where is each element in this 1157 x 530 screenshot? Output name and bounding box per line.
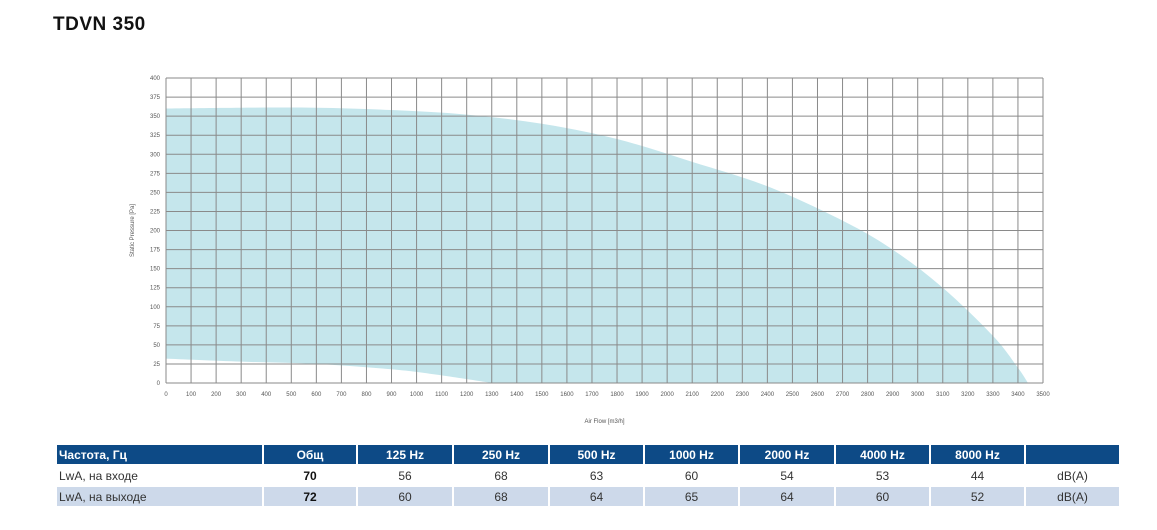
x-tick-label: 2000 xyxy=(660,392,674,398)
row-label: LwA, на входе xyxy=(57,466,262,485)
y-tick-label: 350 xyxy=(150,114,161,120)
x-tick-label: 2800 xyxy=(861,392,875,398)
chart-grid xyxy=(165,77,1044,384)
sound-power-table: Частота, Гц Общ 125 Hz 250 Hz 500 Hz 100… xyxy=(55,443,1121,508)
x-tick-label: 2200 xyxy=(711,392,725,398)
x-tick-label: 3400 xyxy=(1011,392,1025,398)
x-tick-label: 3500 xyxy=(1036,392,1050,398)
x-tick-label: 600 xyxy=(311,392,322,398)
x-tick-label: 700 xyxy=(336,392,347,398)
x-tick-label: 2100 xyxy=(686,392,700,398)
y-tick-label: 150 xyxy=(150,267,161,273)
cell-4000hz: 60 xyxy=(836,487,929,506)
header-total: Общ xyxy=(264,445,356,464)
header-4000hz: 4000 Hz xyxy=(836,445,929,464)
x-tick-label: 2700 xyxy=(836,392,850,398)
cell-250hz: 68 xyxy=(454,487,548,506)
x-tick-labels: 0 100 200 300 400 500 600 700 800 900 1000 1100 1200… xyxy=(164,392,1050,398)
table-row: LwA, на выходе 72 60 68 64 65 64 60 52 d… xyxy=(57,487,1119,506)
x-tick-label: 500 xyxy=(286,392,297,398)
cell-8000hz: 44 xyxy=(931,466,1024,485)
row-label: LwA, на выходе xyxy=(57,487,262,506)
header-unit xyxy=(1026,445,1119,464)
y-tick-label: 200 xyxy=(150,229,161,235)
cell-8000hz: 52 xyxy=(931,487,1024,506)
cell-1000hz: 60 xyxy=(645,466,738,485)
x-tick-label: 2300 xyxy=(736,392,750,398)
x-axis-label: Air Flow [m3/h] xyxy=(584,419,624,425)
x-tick-label: 400 xyxy=(261,392,272,398)
x-tick-label: 100 xyxy=(186,392,197,398)
x-tick-label: 800 xyxy=(361,392,372,398)
x-tick-label: 1200 xyxy=(460,392,474,398)
y-tick-label: 300 xyxy=(150,152,161,158)
header-125hz: 125 Hz xyxy=(358,445,452,464)
x-tick-label: 3200 xyxy=(961,392,975,398)
fan-curve-chart: 0 25 50 75 100 125 150 175 200 225 250 275 300 325 350… xyxy=(130,76,1050,425)
x-tick-label: 2400 xyxy=(761,392,775,398)
y-tick-label: 400 xyxy=(150,76,161,82)
x-tick-label: 1700 xyxy=(585,392,599,398)
y-tick-label: 375 xyxy=(150,95,161,101)
x-tick-label: 3100 xyxy=(936,392,950,398)
x-tick-label: 3000 xyxy=(911,392,925,398)
cell-2000hz: 64 xyxy=(740,487,834,506)
row-total: 72 xyxy=(264,487,356,506)
row-unit: dB(A) xyxy=(1026,487,1119,506)
operating-area xyxy=(166,107,1028,384)
y-tick-label: 0 xyxy=(157,381,161,387)
x-tick-label: 1500 xyxy=(535,392,549,398)
header-1000hz: 1000 Hz xyxy=(645,445,738,464)
cell-1000hz: 65 xyxy=(645,487,738,506)
header-500hz: 500 Hz xyxy=(550,445,643,464)
x-tick-label: 2500 xyxy=(786,392,800,398)
row-total: 70 xyxy=(264,466,356,485)
header-2000hz: 2000 Hz xyxy=(740,445,834,464)
table-header-row: Частота, Гц Общ 125 Hz 250 Hz 500 Hz 100… xyxy=(57,445,1119,464)
y-tick-label: 250 xyxy=(150,190,161,196)
cell-250hz: 68 xyxy=(454,466,548,485)
y-tick-label: 325 xyxy=(150,133,161,139)
header-frequency: Частота, Гц xyxy=(57,445,262,464)
y-tick-label: 50 xyxy=(153,343,160,349)
y-tick-label: 225 xyxy=(150,209,161,215)
x-tick-label: 2600 xyxy=(811,392,825,398)
x-tick-label: 0 xyxy=(164,392,168,398)
header-250hz: 250 Hz xyxy=(454,445,548,464)
x-tick-label: 1100 xyxy=(435,392,449,398)
cell-500hz: 64 xyxy=(550,487,643,506)
page-title: TDVN 350 xyxy=(53,14,146,35)
y-axis-label: Static Pressure [Pa] xyxy=(130,204,136,257)
y-tick-label: 175 xyxy=(150,248,161,254)
cell-2000hz: 54 xyxy=(740,466,834,485)
x-tick-label: 1000 xyxy=(410,392,424,398)
cell-125hz: 60 xyxy=(358,487,452,506)
x-tick-label: 1800 xyxy=(610,392,624,398)
y-tick-label: 100 xyxy=(150,305,161,311)
y-tick-label: 75 xyxy=(153,324,160,330)
x-tick-label: 300 xyxy=(236,392,247,398)
x-tick-label: 1900 xyxy=(635,392,649,398)
x-tick-label: 1400 xyxy=(510,392,524,398)
x-tick-label: 1300 xyxy=(485,392,499,398)
x-tick-label: 2900 xyxy=(886,392,900,398)
x-tick-label: 200 xyxy=(211,392,222,398)
table-row: LwA, на входе 70 56 68 63 60 54 53 44 dB… xyxy=(57,466,1119,485)
y-tick-label: 25 xyxy=(153,362,160,368)
cell-125hz: 56 xyxy=(358,466,452,485)
row-unit: dB(A) xyxy=(1026,466,1119,485)
y-tick-labels: 0 25 50 75 100 125 150 175 200 225 250 275 300 325 350… xyxy=(150,76,161,387)
x-tick-label: 900 xyxy=(387,392,398,398)
cell-4000hz: 53 xyxy=(836,466,929,485)
header-8000hz: 8000 Hz xyxy=(931,445,1024,464)
x-tick-label: 3300 xyxy=(986,392,1000,398)
x-tick-label: 1600 xyxy=(560,392,574,398)
cell-500hz: 63 xyxy=(550,466,643,485)
y-tick-label: 125 xyxy=(150,286,161,292)
y-tick-label: 275 xyxy=(150,171,161,177)
